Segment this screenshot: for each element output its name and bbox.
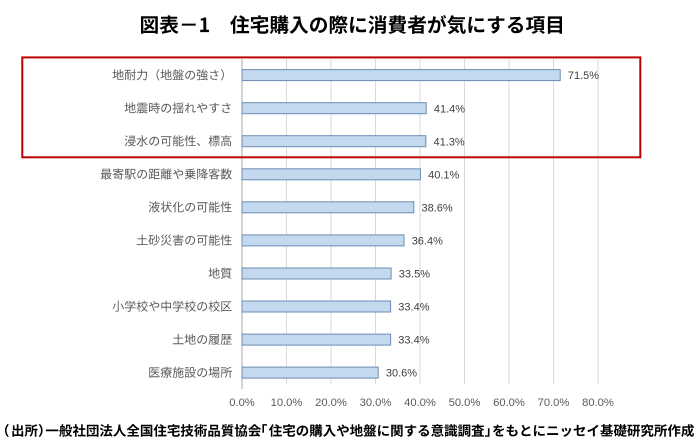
svg-text:50.0%: 50.0% <box>449 397 481 409</box>
svg-text:0.0%: 0.0% <box>229 397 255 409</box>
svg-text:36.4%: 36.4% <box>412 236 443 248</box>
svg-text:80.0%: 80.0% <box>582 397 614 409</box>
svg-text:41.4%: 41.4% <box>434 103 465 115</box>
svg-text:38.6%: 38.6% <box>422 202 453 214</box>
svg-text:40.0%: 40.0% <box>404 397 436 409</box>
svg-text:30.0%: 30.0% <box>360 397 392 409</box>
svg-text:33.4%: 33.4% <box>398 335 429 347</box>
svg-text:70.0%: 70.0% <box>538 397 570 409</box>
svg-text:71.5%: 71.5% <box>568 70 599 82</box>
svg-text:40.1%: 40.1% <box>428 169 459 181</box>
svg-text:30.6%: 30.6% <box>386 368 417 380</box>
svg-text:33.5%: 33.5% <box>399 269 430 281</box>
svg-text:60.0%: 60.0% <box>493 397 525 409</box>
svg-text:10.0%: 10.0% <box>271 397 303 409</box>
svg-text:20.0%: 20.0% <box>315 397 347 409</box>
svg-text:41.3%: 41.3% <box>434 136 465 148</box>
svg-text:33.4%: 33.4% <box>398 302 429 314</box>
